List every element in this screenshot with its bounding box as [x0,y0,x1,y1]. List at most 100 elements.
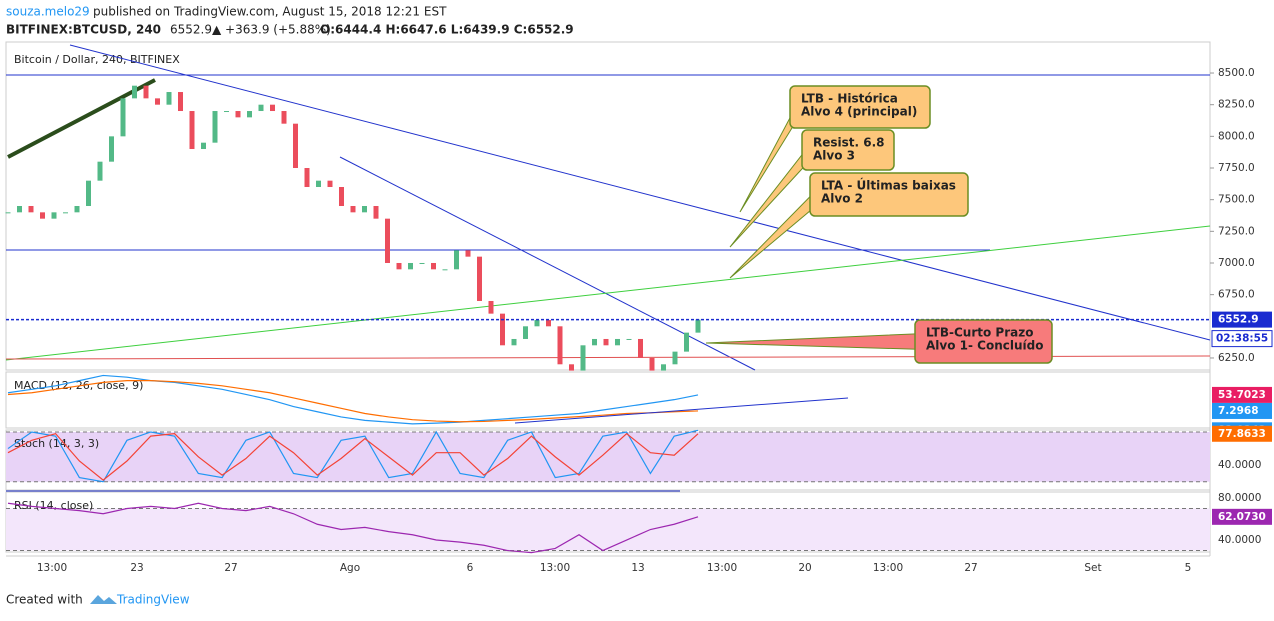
candle [212,111,218,143]
x-tick-label: 13 [631,562,644,574]
value-label: 62.0730 [1218,511,1266,523]
candle [235,111,241,118]
candle [603,338,609,346]
candle [86,180,91,206]
candle [224,111,229,113]
callout-text: Alvo 4 (principal) [801,105,917,119]
indicator-line [7,374,699,425]
last-price-box [1212,311,1272,328]
candle [580,345,586,371]
trend-line [7,78,156,159]
candle [362,206,367,213]
candle [695,319,701,333]
brand[interactable]: TradingView [116,593,190,607]
candle [5,212,11,214]
y-tick-label: 8250.0 [1218,99,1255,111]
candle [132,85,137,99]
candle [546,319,551,327]
candle [385,218,390,263]
callout-text: Resist. 6.8 [813,136,885,150]
change: ▲ +363.9 (+5.88%) [212,23,331,37]
candle [626,338,632,340]
value-label: 7.2968 [1218,405,1259,417]
candle [178,92,183,112]
candle [592,338,597,346]
trend-line [514,397,849,424]
candle [166,92,172,105]
band-fill [6,508,1210,551]
x-tick-label: 6 [467,562,474,574]
callout-text: LTB - Histórica [801,92,898,106]
band-fill [6,431,1210,482]
value-label: 40.0000 [1218,459,1261,471]
x-tick-label: 20 [798,562,811,574]
ohlc: O:6444.4 H:6647.6 L:6439.9 C:6552.9 [320,23,574,37]
created: Created with [6,593,83,607]
value-label: 53.7023 [1218,389,1266,401]
callout-text: Alvo 1- Concluído [926,339,1043,353]
published: published on TradingView.com, August 15,… [93,5,447,19]
price: 6552.9 [170,23,212,37]
candle [281,111,287,124]
y-tick-label: 8000.0 [1218,130,1255,142]
y-tick-label: 7250.0 [1218,225,1255,237]
candle [120,98,126,137]
y-tick-label: 8500.0 [1218,67,1255,79]
callout-text: LTB-Curto Prazo [926,326,1033,340]
callout-text: Alvo 2 [821,192,863,206]
callout-box [914,319,1053,364]
candle [63,212,68,214]
candle [247,111,252,118]
candle [396,262,402,270]
trend-line [5,225,1211,361]
candle [419,262,425,264]
candle [97,161,103,181]
candle [615,338,620,346]
value-box [1212,425,1272,442]
candle [672,351,678,365]
candle [304,168,310,188]
x-tick-label: 13:00 [707,562,737,574]
candle [17,206,22,213]
x-tick-label: 27 [224,562,237,574]
value-label: 40.0000 [1218,534,1261,546]
last-price-label: 6552.9 [1218,314,1259,326]
user: souza.melo29 [6,5,90,19]
y-tick-label: 7000.0 [1218,257,1255,269]
candle [270,104,275,112]
candle [373,206,379,219]
candle [557,326,563,365]
y-tick-label: 6250.0 [1218,352,1255,364]
candle [431,262,436,270]
callout-box [801,129,895,171]
plot: Bitcoin / Dollar, 240, BITFINEX 8500.0 825… [5,41,1273,574]
value-label: 77.8633 [1218,428,1266,440]
candle [74,206,80,213]
candle [649,357,655,371]
x-tick-label: 13:00 [37,562,67,574]
value-box [1212,386,1272,403]
candle [339,187,344,206]
candle [316,180,321,188]
candle [442,269,448,271]
candle [350,206,356,213]
candle [327,180,333,188]
candle [155,98,160,105]
value-box [1212,508,1272,525]
indicator-line [7,380,699,423]
countdown-box [1211,330,1273,348]
candle [258,104,264,112]
value-label: 80.0000 [1218,492,1261,504]
candle [661,364,666,371]
candle [523,326,528,339]
candle [454,250,459,270]
candle [109,136,114,162]
indicator-line [7,502,699,554]
indicator-line [7,432,699,481]
chart-title: Bitcoin / Dollar, 240, BITFINEX [14,53,180,66]
pane-title: Stoch (14, 3, 3) [14,437,99,450]
candle [189,111,195,150]
x-tick-label: 23 [130,562,143,574]
candle [569,364,574,371]
